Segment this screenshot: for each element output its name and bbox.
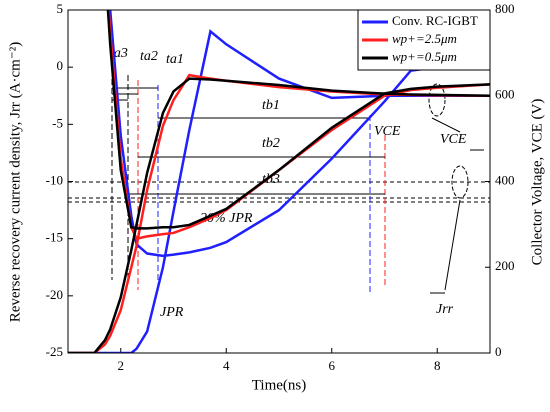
y-tick-label: -20 [46, 287, 63, 302]
y2-tick-label: 600 [495, 87, 515, 102]
y-tick-label: 0 [57, 58, 64, 73]
voltage-line [68, 77, 490, 353]
x-tick-label: 2 [118, 358, 125, 373]
annotation: ta2 [140, 49, 158, 64]
annotation: tb1 [262, 98, 280, 113]
y-tick-label: -5 [52, 115, 63, 130]
annotation: tb3 [262, 172, 280, 187]
current-line [106, 10, 490, 230]
y-tick-label: -15 [46, 230, 63, 245]
y2-tick-label: 400 [495, 172, 515, 187]
x-axis-label: Time(ns) [252, 377, 306, 393]
y2-tick-label: 200 [495, 258, 515, 273]
y2-tick-label: 800 [495, 1, 515, 16]
legend-label: Conv. RC-IGBT [392, 13, 478, 28]
y-axis-label: Reverse recovery current density, Jrr (A… [7, 42, 23, 323]
annotation: tb2 [262, 136, 280, 151]
annotation: Jrr [436, 302, 454, 317]
y2-axis-label: Collector Voltage, VCE (V) [529, 99, 545, 266]
y-tick-label: 5 [57, 1, 64, 16]
annotation: VCE [440, 132, 467, 147]
x-tick-label: 4 [223, 358, 230, 373]
legend-label: wp+=2.5μm [392, 31, 457, 46]
voltage-line [68, 29, 490, 353]
annotation-lines [68, 70, 490, 295]
y-tick-label: -10 [46, 172, 63, 187]
y2-tick-label: 0 [495, 344, 502, 359]
plot [68, 10, 490, 353]
x-tick-label: 6 [329, 358, 336, 373]
legend-label: wp+=0.5μm [392, 49, 457, 64]
annotation: JPR [160, 305, 184, 320]
plot-frame [67, 9, 491, 354]
annotation: ta1 [166, 52, 184, 67]
annotation: VCE [374, 124, 401, 139]
y-tick-label: -25 [46, 344, 63, 359]
x-tick-label: 8 [434, 358, 441, 373]
